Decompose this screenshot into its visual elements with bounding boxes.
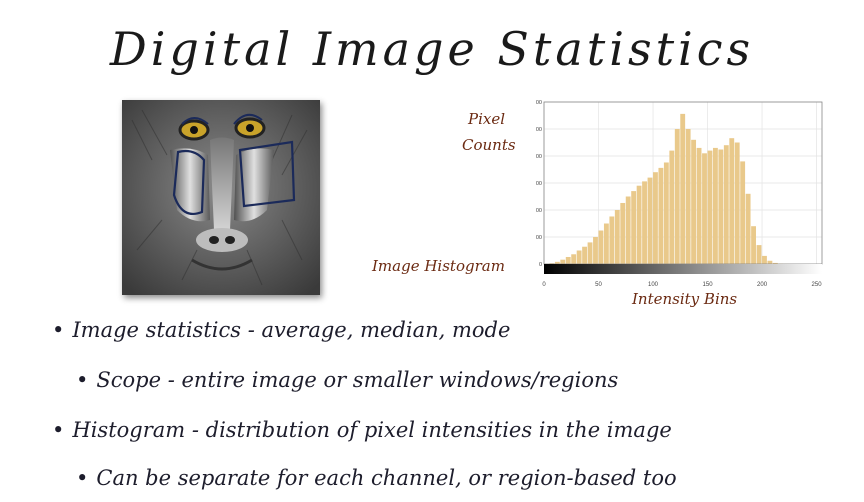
x-tick-label: 250 [812,282,823,288]
histogram-bar [642,181,647,264]
y-tick-label: 3000 [536,100,542,106]
histogram-bar [576,250,582,264]
histogram-bar [696,147,702,264]
histogram-bar [614,210,620,264]
histogram-bar [674,129,680,264]
y-tick-label: 2000 [536,154,542,160]
histogram-bar [751,226,756,264]
x-tick-label: 50 [595,282,602,288]
histogram-bar [691,139,697,264]
histogram-bar [707,150,713,264]
bullet-text: Image statistics - average, median, mode [72,318,511,342]
y-tick-label: 2500 [536,127,542,133]
y-tick-label: 500 [536,235,542,241]
histogram-bar [631,191,637,264]
histogram-bar [554,261,560,264]
histogram-bar [702,153,707,264]
histogram-bar [712,147,718,264]
x-tick-label: 0 [542,282,546,288]
bullet-text: Scope - entire image or smaller windows/… [96,368,619,392]
histogram-bar [653,172,658,264]
histogram-bar [620,202,626,264]
y-tick-label: 0 [539,262,542,268]
histogram-svg: 0 500 1000 1500 2000 2500 3000 0 50 100 150 200 250 [530,100,823,288]
histogram-bar [756,245,762,264]
baboon-photo [122,100,320,295]
histogram-bar [740,161,746,264]
histogram-bar [772,262,778,264]
counts-label: Counts [462,136,516,154]
histogram-bar [609,216,615,264]
histogram-bar [685,129,691,264]
intensity-bins-label: Intensity Bins [632,290,738,308]
histogram-bar [663,162,669,264]
histogram-bar [762,255,767,264]
bullet-item: • Scope - entire image or smaller windows… [76,368,619,392]
y-tick-label: 1000 [536,208,542,214]
x-tick-label: 150 [703,282,714,288]
histogram-bar [647,177,653,264]
histogram-bar [636,185,642,264]
histogram-bar [680,113,686,264]
bullet-item: • Image statistics - average, median, mod… [52,318,511,342]
histogram-bar [767,260,773,264]
histogram-bar [603,223,609,264]
histogram-bar [560,259,566,264]
x-tick-label: 200 [757,282,768,288]
histogram-bar [745,193,751,264]
histogram-bar [625,196,631,264]
bullet-text: Histogram - distribution of pixel intens… [72,418,672,442]
histogram-bar [598,230,604,264]
pixel-label: Pixel [468,110,506,128]
histogram-bar [723,145,729,264]
intensity-ramp [544,264,822,274]
x-tick-label: 100 [648,282,659,288]
slide-title: Digital Image Statistics [109,22,755,76]
histogram-bar [565,256,571,264]
histogram-bar [571,254,577,264]
histogram-bar [658,167,664,264]
bullet-text: Can be separate for each channel, or reg… [96,466,677,490]
histogram-bar [587,242,593,264]
image-histogram-label: Image Histogram [372,257,505,275]
y-tick-label: 1500 [536,181,542,187]
histogram-bar [669,150,675,264]
histogram-bar [718,149,724,264]
bullet-item: • Histogram - distribution of pixel inten… [52,418,672,442]
baboon-image [122,100,320,295]
histogram-bar [582,246,588,264]
histogram-bar [549,263,555,264]
histogram-chart: 0 500 1000 1500 2000 2500 3000 0 50 100 150 200 250 [530,96,826,296]
histogram-bar [593,237,598,264]
histogram-bar [734,142,740,264]
histogram-bar [729,138,735,264]
bullet-item: • Can be separate for each channel, or re… [76,466,677,490]
